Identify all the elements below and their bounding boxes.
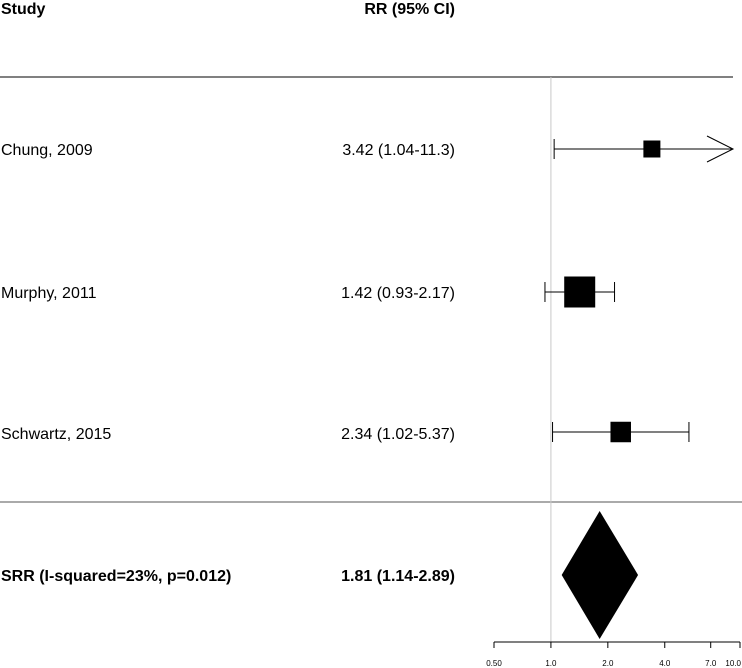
- ci-arrow-chung: [706, 135, 735, 163]
- x-tick-label: 0.50: [486, 659, 502, 668]
- summary-label: SRR (I-squared=23%, p=0.012): [1, 568, 232, 585]
- x-tick-label: 2.0: [602, 659, 614, 668]
- study-name-schwartz: Schwartz, 2015: [1, 426, 112, 443]
- point-estimate-schwartz: [610, 421, 631, 443]
- x-tick-label: 10.0: [725, 659, 741, 668]
- study-ci-schwartz: 2.34 (1.02-5.37): [341, 426, 455, 443]
- study-name-murphy: Murphy, 2011: [1, 285, 97, 302]
- x-tick-label: 1.0: [545, 659, 557, 668]
- study-ci-chung: 3.42 (1.04-11.3): [342, 142, 455, 159]
- x-tick-label: 7.0: [705, 659, 717, 668]
- point-estimate-murphy: [564, 276, 596, 308]
- summary-diamond: [561, 511, 639, 639]
- study-ci-murphy: 1.42 (0.93-2.17): [341, 285, 455, 302]
- study-column-header: Study: [1, 1, 46, 18]
- study-name-chung: Chung, 2009: [1, 142, 93, 159]
- summary-ci: 1.81 (1.14-2.89): [341, 568, 455, 585]
- x-tick-label: 4.0: [659, 659, 671, 668]
- rr-column-header: RR (95% CI): [364, 1, 455, 18]
- point-estimate-chung: [643, 140, 661, 158]
